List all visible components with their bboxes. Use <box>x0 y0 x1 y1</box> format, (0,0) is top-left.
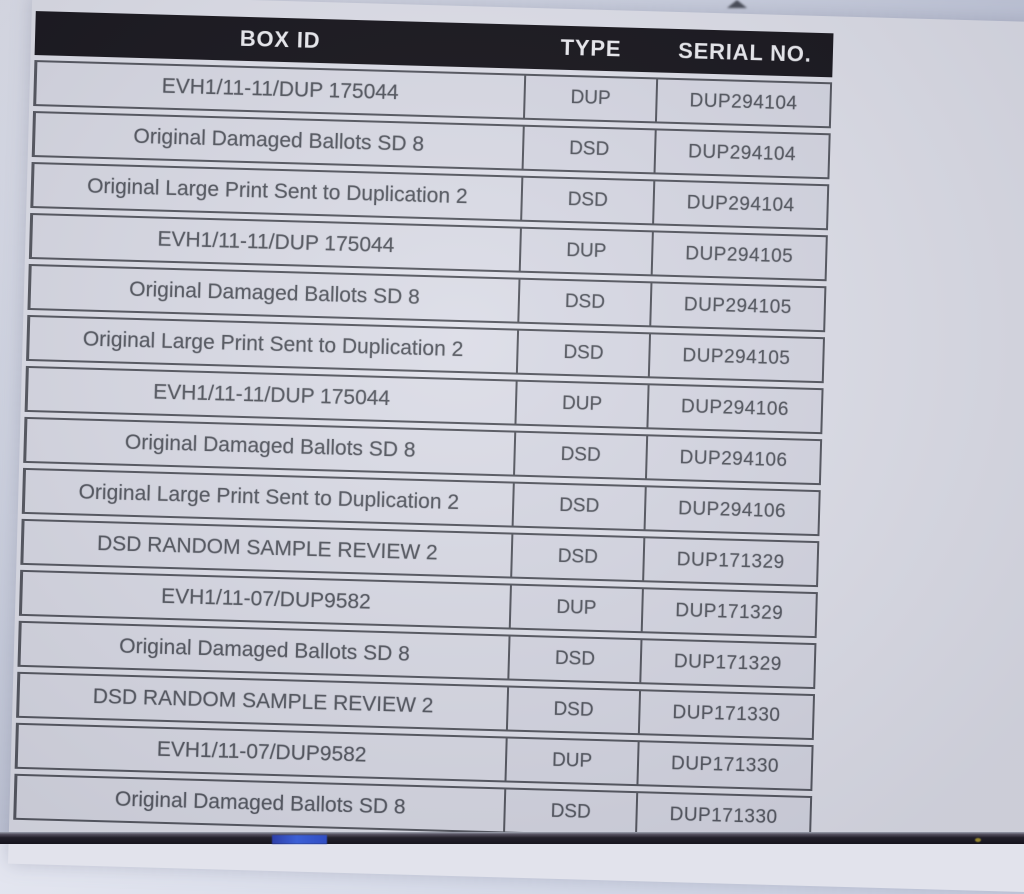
type-cell: DUP <box>514 379 648 430</box>
serial-cell: DUP294105 <box>650 230 828 282</box>
bezel-indicator-dot <box>975 838 981 842</box>
box-id-cell: Original Large Print Sent to Duplication… <box>30 161 522 222</box>
box-id-cell: DSD RANDOM SAMPLE REVIEW 2 <box>20 518 512 579</box>
column-header-type: TYPE <box>524 24 658 73</box>
serial-cell: DUP171329 <box>639 638 817 690</box>
column-header-serial-no: SERIAL NO. <box>656 28 834 78</box>
type-cell: DUP <box>518 226 652 277</box>
serial-cell: DUP294104 <box>652 179 830 231</box>
type-cell: DSD <box>512 430 647 481</box>
pointer-mark <box>727 0 747 8</box>
box-id-cell: Original Damaged Ballots SD 8 <box>13 773 505 834</box>
serial-cell: DUP171330 <box>637 689 816 741</box>
type-cell: DSD <box>507 634 641 685</box>
projected-page-scene: BOX ID TYPE SERIAL NO. EVH1/11-11/DUP 17… <box>7 0 1024 894</box>
serial-cell: DUP294106 <box>643 485 821 537</box>
box-id-cell: Original Damaged Ballots SD 8 <box>23 416 515 477</box>
serial-cell: DUP294106 <box>646 383 824 435</box>
box-id-cell: Original Large Print Sent to Duplication… <box>26 314 518 375</box>
box-id-cell: EVH1/11-11/DUP 175044 <box>33 60 525 120</box>
box-id-cell: EVH1/11-11/DUP 175044 <box>24 365 516 426</box>
type-cell: DSD <box>521 124 655 175</box>
serial-cell: DUP294105 <box>649 281 827 333</box>
serial-cell: DUP294104 <box>653 128 831 180</box>
box-id-cell: EVH1/11-07/DUP9582 <box>14 722 506 783</box>
box-id-cell: DSD RANDOM SAMPLE REVIEW 2 <box>16 671 508 732</box>
type-cell: DUP <box>508 583 642 634</box>
box-id-cell: EVH1/11-11/DUP 175044 <box>28 212 520 273</box>
ballot-box-table: BOX ID TYPE SERIAL NO. EVH1/11-11/DUP 17… <box>13 6 834 847</box>
serial-cell: DUP294106 <box>644 434 823 486</box>
type-cell: DSD <box>517 277 651 328</box>
column-header-box-id: BOX ID <box>34 11 526 69</box>
bezel-blue-segment <box>272 835 327 844</box>
box-id-cell: Original Damaged Ballots SD 8 <box>31 111 523 171</box>
screen-bezel <box>0 832 1024 844</box>
box-id-cell: Original Large Print Sent to Duplication… <box>21 467 513 528</box>
serial-cell: DUP294104 <box>654 77 833 129</box>
type-cell: DSD <box>511 481 645 532</box>
type-cell: DSD <box>515 328 650 379</box>
type-cell: DSD <box>520 175 654 226</box>
serial-cell: DUP294105 <box>647 332 826 384</box>
serial-cell: DUP171329 <box>640 587 818 639</box>
box-id-cell: Original Damaged Ballots SD 8 <box>17 620 509 681</box>
type-cell: DUP <box>504 736 638 787</box>
type-cell: DSD <box>510 532 644 583</box>
serial-cell: DUP171330 <box>636 740 814 792</box>
serial-cell: DUP171329 <box>642 536 820 588</box>
type-cell: DSD <box>505 685 640 736</box>
box-id-cell: EVH1/11-07/DUP9582 <box>18 569 511 630</box>
type-cell: DUP <box>522 73 657 124</box>
type-cell: DSD <box>503 787 637 838</box>
box-id-cell: Original Damaged Ballots SD 8 <box>27 263 519 324</box>
